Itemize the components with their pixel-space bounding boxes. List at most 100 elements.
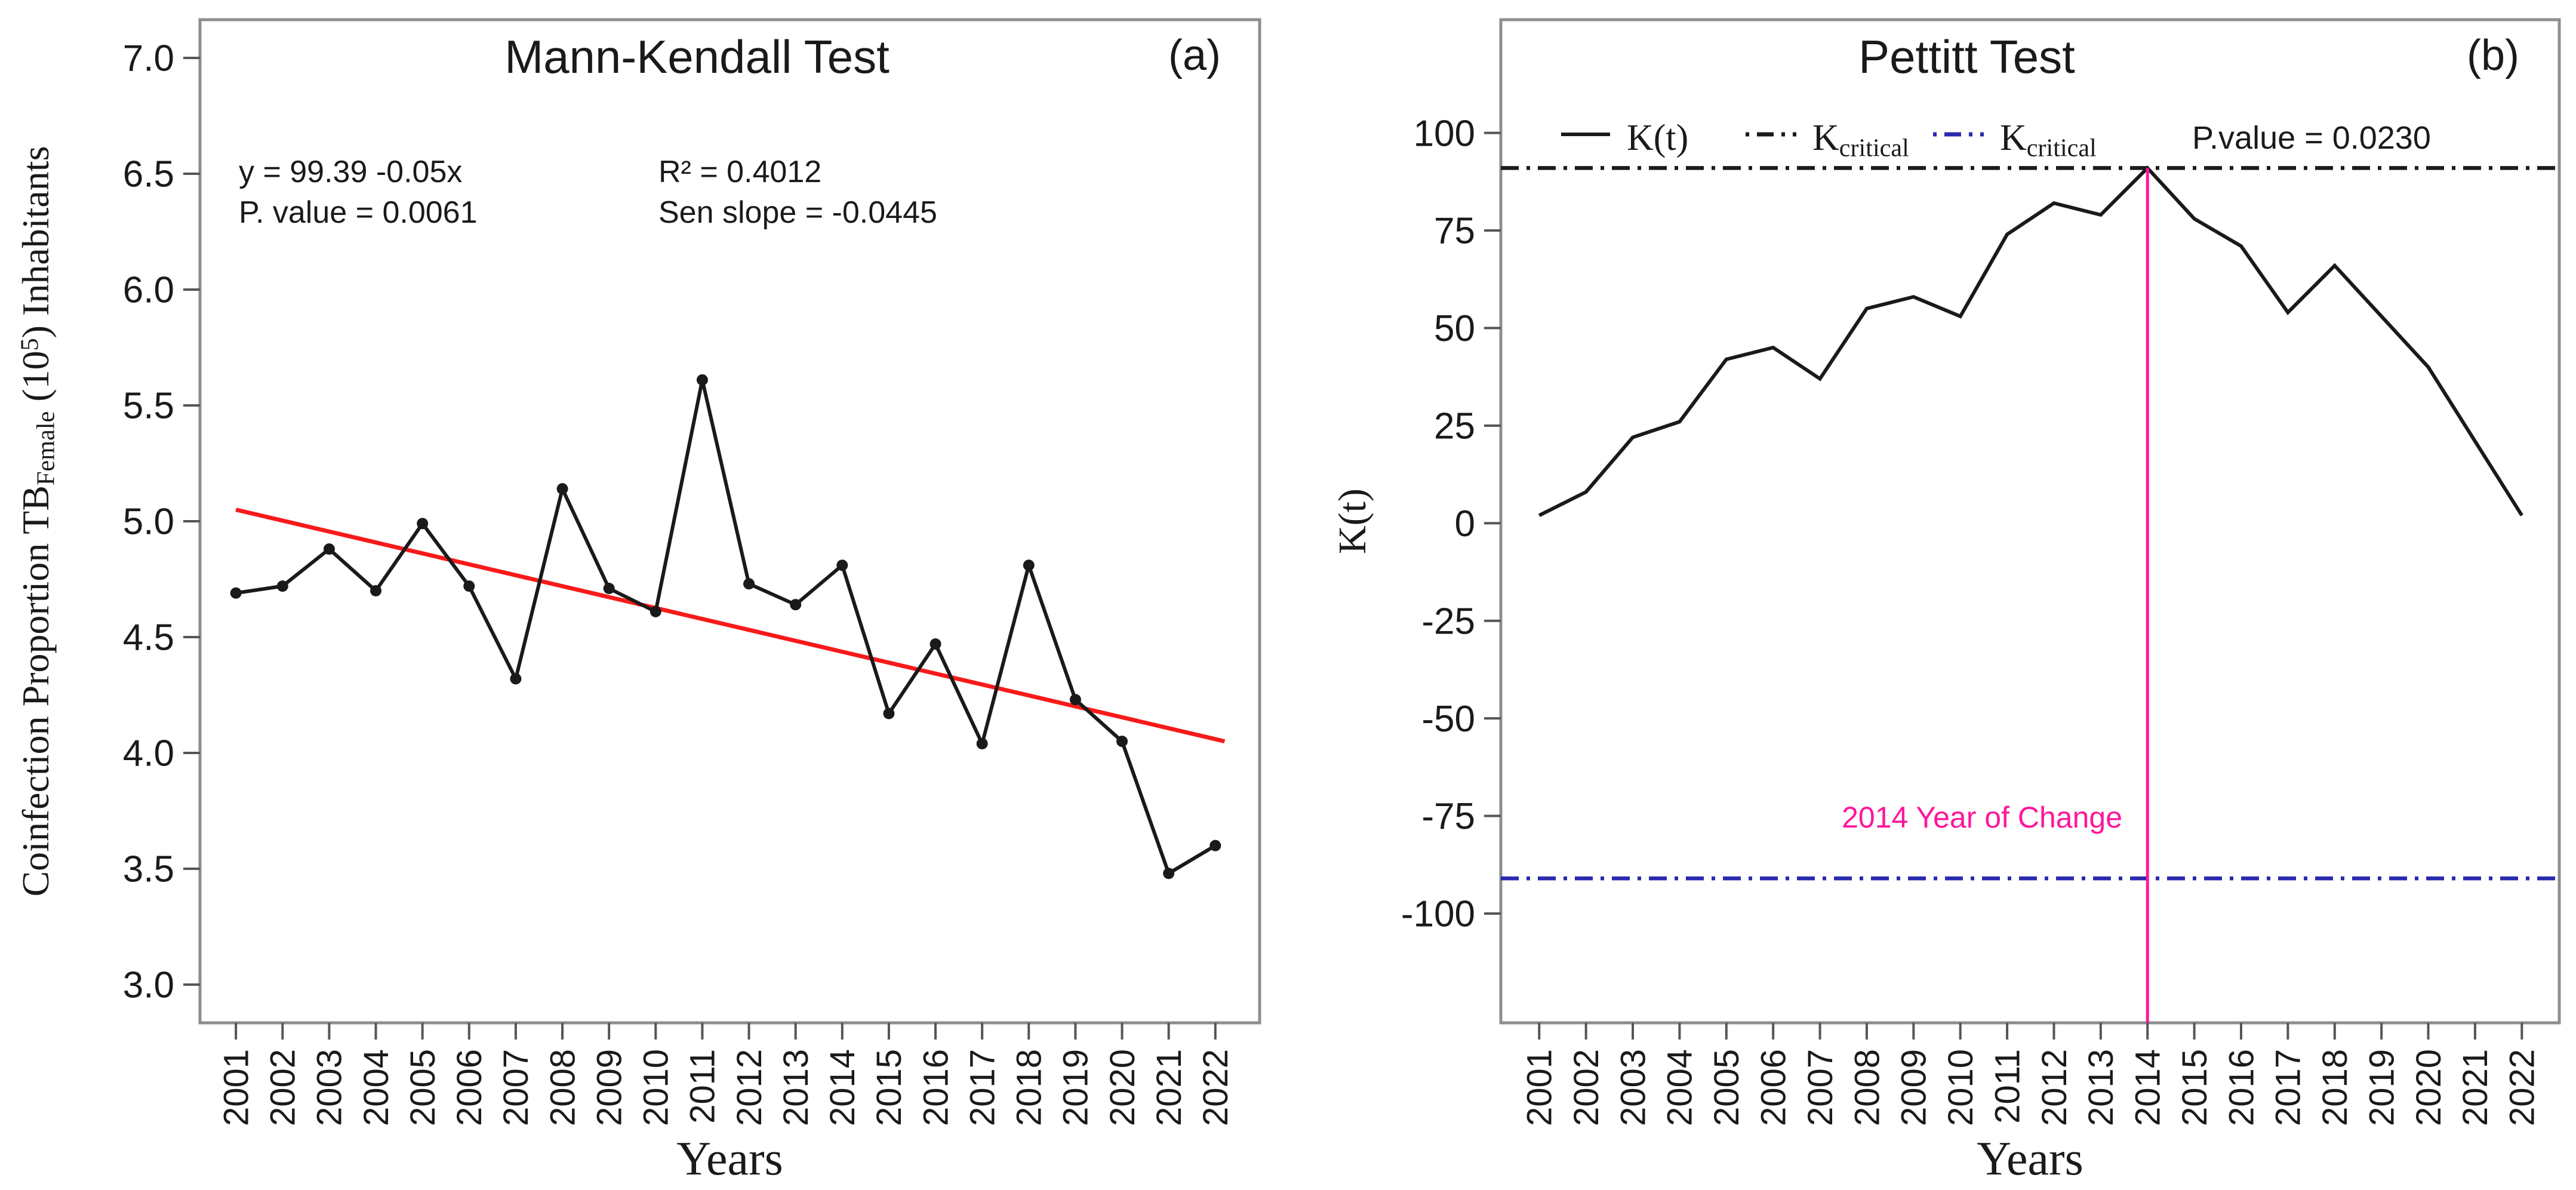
y-tick-label-b: 25 xyxy=(1434,406,1475,447)
x-tick-label-b: 2001 xyxy=(1521,1049,1559,1126)
y-tick-label-a: 3.5 xyxy=(123,849,174,890)
x-tick-label-a: 2006 xyxy=(450,1049,489,1126)
data-point-marker xyxy=(510,673,522,685)
x-tick-label-b: 2019 xyxy=(2362,1049,2401,1126)
y-tick-label-a: 7.0 xyxy=(123,38,174,79)
x-tick-label-b: 2012 xyxy=(2035,1049,2074,1126)
series-line-b xyxy=(1538,165,2523,517)
change-point-label: 2014 Year of Change xyxy=(1842,801,2122,834)
y-tick-label-a: 5.5 xyxy=(123,386,174,427)
y-tick-label-b: 0 xyxy=(1455,503,1475,545)
panel-a-y-axis-label: Coinfection Proportion TBFemale (105) In… xyxy=(14,20,64,1023)
data-point-marker xyxy=(323,543,335,555)
x-tick-label-b: 2008 xyxy=(1848,1049,1886,1126)
x-tick-label-a: 2004 xyxy=(357,1049,396,1126)
x-tick-label-a: 2009 xyxy=(590,1049,629,1126)
x-tick-label-a: 2015 xyxy=(870,1049,909,1126)
x-tick-label-a: 2001 xyxy=(217,1049,256,1126)
x-tick-label-a: 2008 xyxy=(543,1049,582,1126)
data-point-marker xyxy=(1023,559,1035,571)
panel-b-title: Pettitt Test xyxy=(1858,30,2075,83)
x-tick-label-b: 2005 xyxy=(1707,1049,1746,1126)
x-tick-label-a: 2014 xyxy=(823,1049,862,1126)
data-point-marker xyxy=(930,638,941,650)
kcritical-sub: critical xyxy=(2026,134,2097,162)
y-label-prefix: Coinfection Proportion TB xyxy=(14,485,57,897)
data-point-marker xyxy=(276,580,288,592)
data-point-marker xyxy=(696,374,708,386)
legend-kcritical-lower-line-sample xyxy=(1933,132,1986,137)
data-point-marker xyxy=(790,599,802,611)
annotation-equation: y = 99.39 -0.05x xyxy=(239,155,463,189)
panel-a-x-axis-title: Years xyxy=(676,1133,783,1185)
x-tick-label-a: 2002 xyxy=(264,1049,303,1126)
x-tick-label-b: 2003 xyxy=(1614,1049,1652,1126)
data-point-marker xyxy=(650,605,661,617)
kcritical-sub: critical xyxy=(1839,134,1909,162)
y-tick-label-a: 6.5 xyxy=(123,154,174,195)
kcritical-base: K xyxy=(1812,118,1839,158)
x-tick-label-b: 2017 xyxy=(2269,1049,2308,1126)
legend-kcritical-lower-label: Kcritical xyxy=(2000,117,2097,163)
panel-b-p-value: P.value = 0.0230 xyxy=(2192,120,2431,156)
x-tick-label-b: 2016 xyxy=(2222,1049,2261,1126)
x-tick-label-b: 2013 xyxy=(2082,1049,2120,1126)
y-tick-label-b: 100 xyxy=(1414,113,1475,154)
data-point-marker xyxy=(1116,736,1128,748)
x-tick-label-a: 2016 xyxy=(916,1049,955,1126)
data-point-marker xyxy=(1163,868,1175,880)
legend-kt-line-sample xyxy=(1561,133,1610,136)
kcritical-base: K xyxy=(2000,118,2027,158)
y-tick-label-b: 75 xyxy=(1434,211,1475,252)
x-tick-label-a: 2010 xyxy=(637,1049,676,1126)
y-tick-label-b: 50 xyxy=(1434,308,1475,349)
data-point-marker xyxy=(370,585,382,596)
y-tick-label-a: 4.0 xyxy=(123,733,174,774)
x-tick-label-b: 2002 xyxy=(1567,1049,1606,1126)
panel-b-y-axis-label: K(t) xyxy=(1331,488,1374,554)
y-label-superscript: 5 xyxy=(16,338,44,351)
legend-kt-label: K(t) xyxy=(1627,118,1689,158)
y-tick-label-b: -75 xyxy=(1421,796,1475,837)
panel-b-letter: (b) xyxy=(2467,32,2519,79)
panel-a-letter: (a) xyxy=(1168,32,1221,79)
series-line-a xyxy=(235,379,1217,877)
x-tick-label-b: 2010 xyxy=(1941,1049,1980,1126)
x-tick-label-a: 2013 xyxy=(777,1049,815,1126)
data-point-marker xyxy=(603,583,615,595)
panel-b-x-axis-title: Years xyxy=(1977,1133,2083,1185)
x-tick-label-b: 2007 xyxy=(1801,1049,1840,1126)
x-tick-label-a: 2020 xyxy=(1103,1049,1142,1126)
x-tick-label-b: 2022 xyxy=(2503,1049,2542,1126)
x-tick-label-a: 2011 xyxy=(684,1049,722,1124)
annotation-r-squared: R² = 0.4012 xyxy=(658,155,822,189)
data-point-marker xyxy=(1069,694,1081,706)
data-point-marker xyxy=(230,587,242,599)
x-tick-label-b: 2004 xyxy=(1661,1049,1700,1126)
x-tick-label-a: 2019 xyxy=(1057,1049,1095,1126)
data-point-marker xyxy=(1209,840,1221,851)
panel-a-title: Mann-Kendall Test xyxy=(504,30,890,83)
data-point-marker xyxy=(556,483,568,495)
x-tick-label-a: 2003 xyxy=(310,1049,349,1126)
x-tick-label-b: 2021 xyxy=(2456,1049,2495,1126)
y-tick-label-a: 4.5 xyxy=(123,617,174,659)
data-point-marker xyxy=(743,578,755,590)
y-tick-label-a: 3.0 xyxy=(123,965,174,1006)
trend-line xyxy=(235,508,1226,743)
annotation-sen-slope: Sen slope = -0.0445 xyxy=(658,195,937,230)
x-tick-label-b: 2020 xyxy=(2409,1049,2448,1126)
plot-border-b xyxy=(1499,18,2561,1025)
x-tick-label-b: 2015 xyxy=(2175,1049,2214,1126)
legend-kcritical-upper-line-sample xyxy=(1746,132,1798,137)
data-point-marker xyxy=(463,580,475,592)
data-point-marker xyxy=(417,518,429,530)
y-label-suffix: ) Inhabitants xyxy=(14,146,57,339)
x-tick-label-a: 2022 xyxy=(1196,1049,1235,1126)
data-point-marker xyxy=(883,708,895,719)
legend-kcritical-upper-label: Kcritical xyxy=(1812,117,1909,163)
x-tick-label-b: 2006 xyxy=(1754,1049,1793,1126)
x-tick-label-a: 2021 xyxy=(1150,1049,1189,1126)
x-tick-label-b: 2018 xyxy=(2316,1049,2355,1126)
